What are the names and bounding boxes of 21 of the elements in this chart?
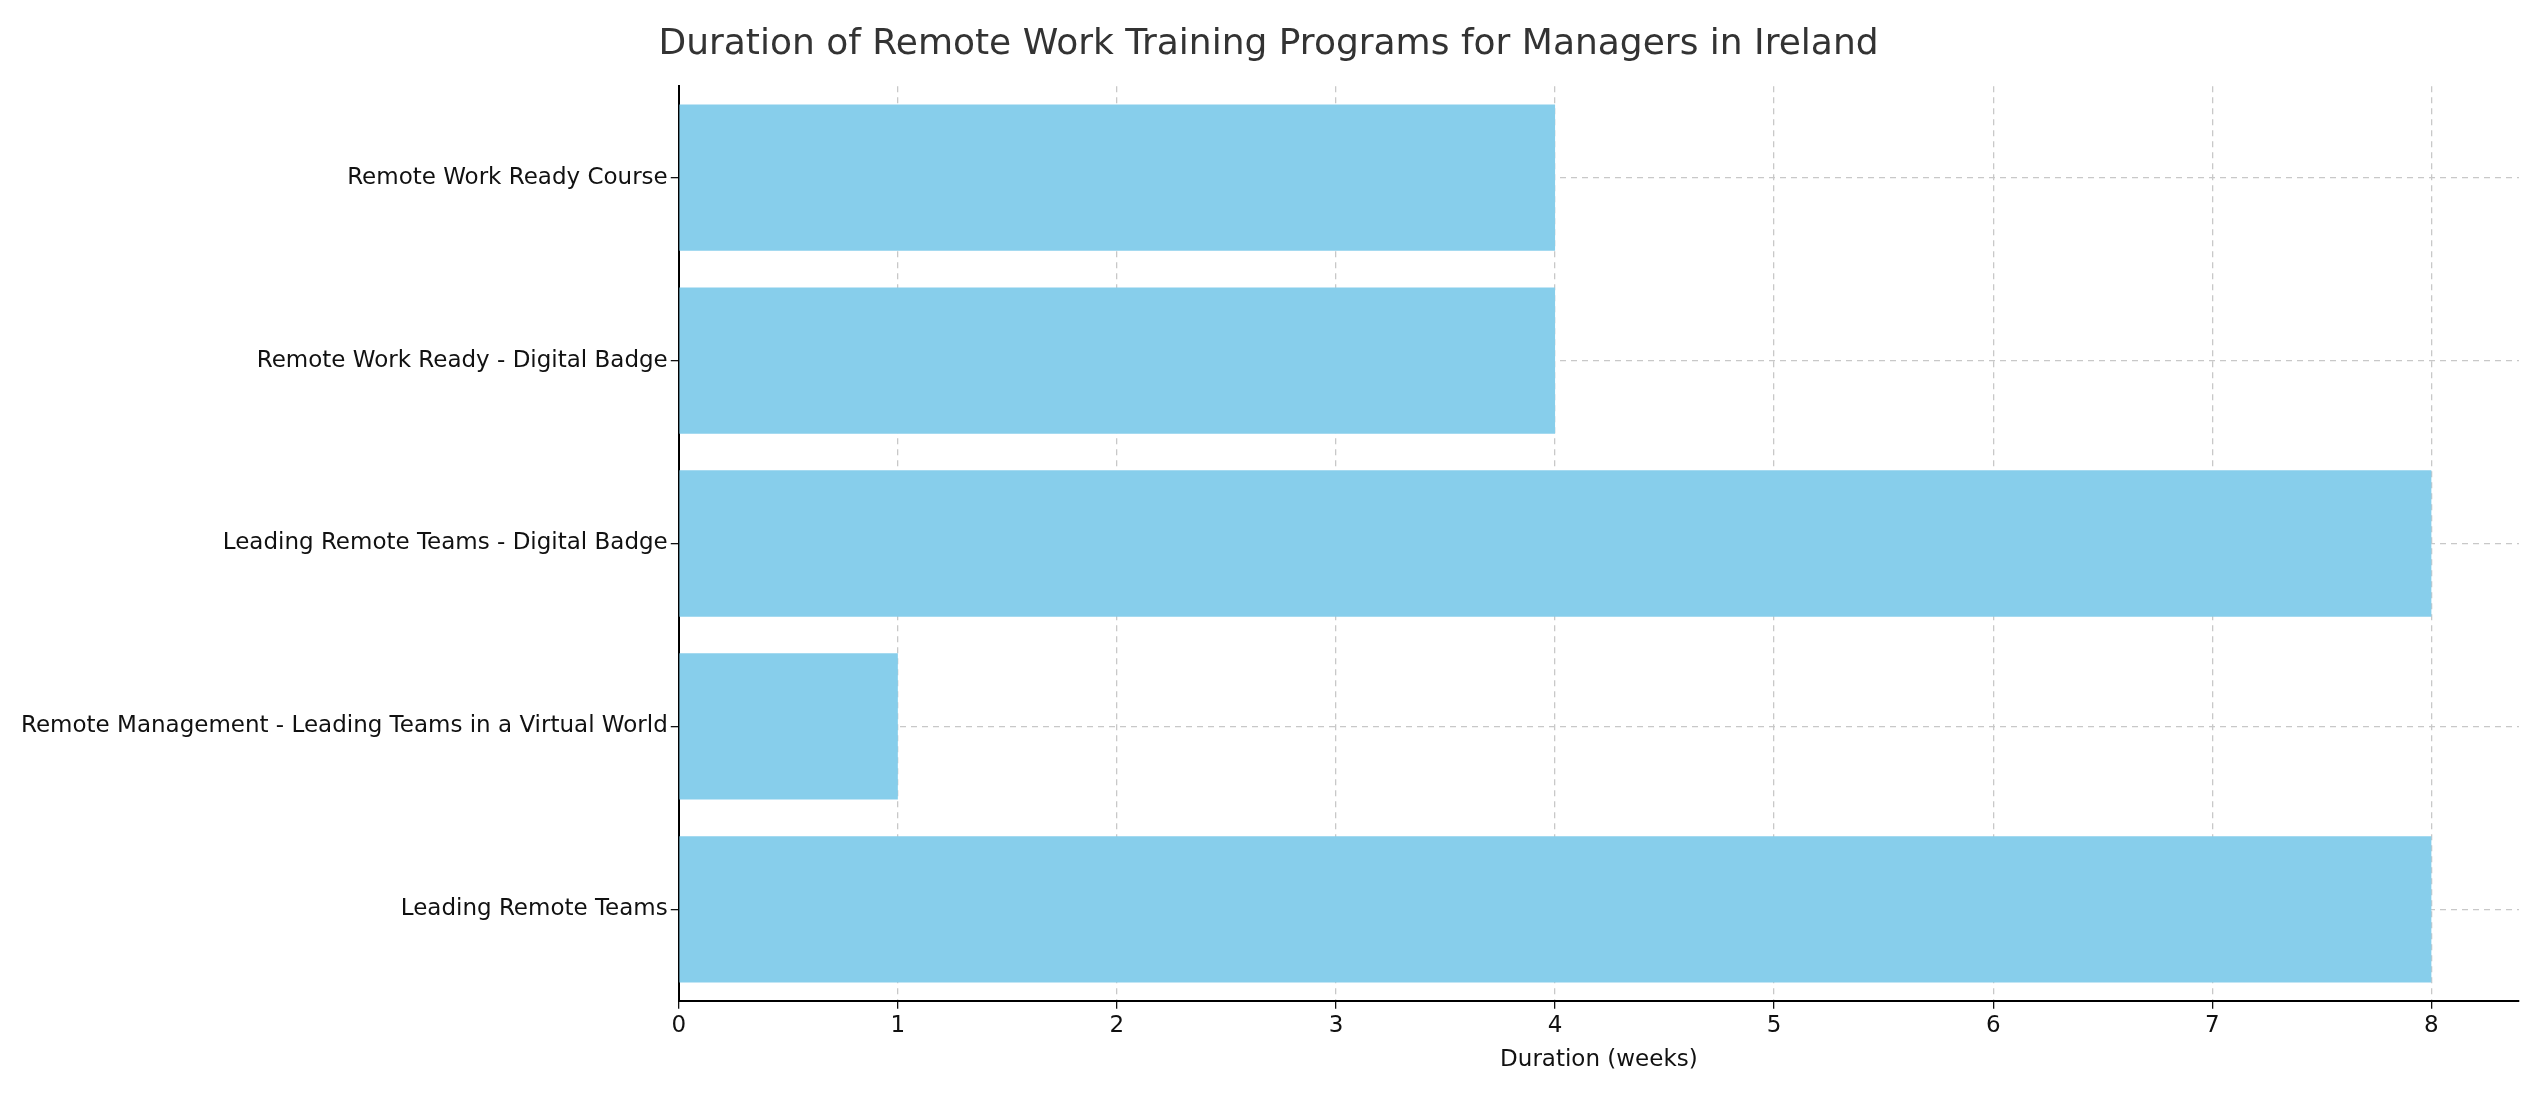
y-tick-label: Leading Remote Teams	[400, 894, 668, 921]
x-tick-label: 2	[1109, 1010, 1125, 1037]
x-tick-label: 6	[1985, 1010, 2001, 1037]
x-tick-label: 0	[671, 1010, 687, 1037]
x-axis-title: Duration (weeks)	[1500, 1045, 1698, 1072]
bar	[679, 470, 2432, 617]
x-tick-label: 3	[1328, 1010, 1344, 1037]
x-tick-label: 7	[2204, 1010, 2220, 1037]
x-tick-label: 1	[890, 1010, 906, 1037]
chart-title: Duration of Remote Work Training Programs for Managers in Ireland	[658, 20, 1879, 62]
x-tick-label: 5	[1766, 1010, 1782, 1037]
bar	[679, 287, 1556, 434]
bar	[679, 653, 898, 800]
y-tick-label: Remote Work Ready - Digital Badge	[256, 345, 668, 372]
y-tick-label: Remote Work Ready Course	[347, 162, 668, 189]
x-tick-label: 8	[2424, 1010, 2439, 1037]
y-tick-label: Leading Remote Teams - Digital Badge	[222, 528, 668, 555]
y-tick-label: Remote Management - Leading Teams in a Virtual World	[21, 711, 668, 738]
x-tick-label: 4	[1547, 1010, 1563, 1037]
bar	[679, 836, 2432, 983]
bar	[679, 104, 1556, 251]
